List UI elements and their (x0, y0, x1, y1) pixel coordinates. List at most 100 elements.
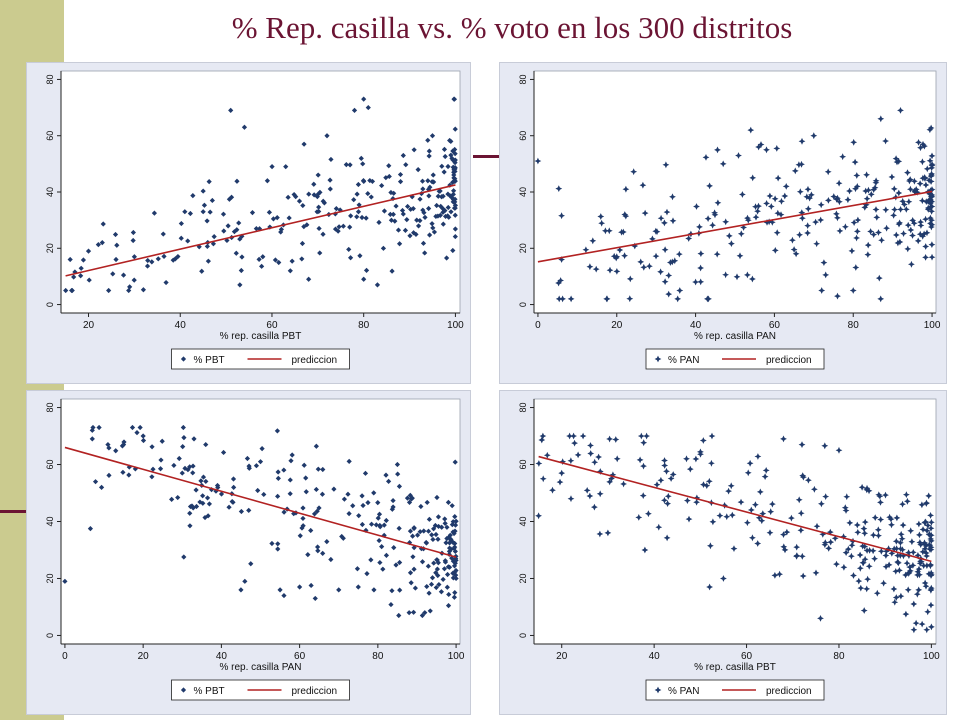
data-point (923, 499, 930, 507)
data-point (244, 455, 251, 462)
plot-area (60, 398, 461, 645)
data-point (653, 481, 661, 488)
data-point (928, 162, 936, 169)
data-point (237, 282, 243, 288)
data-point (120, 272, 127, 278)
data-point (918, 197, 926, 205)
data-point (928, 216, 935, 224)
data-point (355, 584, 361, 590)
data-point (912, 186, 920, 193)
data-point (368, 557, 374, 563)
data-point (98, 484, 105, 490)
data-point (822, 271, 830, 279)
data-point (763, 200, 770, 207)
data-point (400, 211, 406, 217)
data-point (579, 432, 587, 440)
data-point (641, 546, 649, 554)
y-tick-label: 60 (45, 131, 55, 141)
data-point (896, 238, 904, 246)
data-point (567, 495, 575, 503)
data-point (848, 552, 855, 560)
data-point (798, 209, 806, 216)
data-point (423, 540, 430, 546)
data-point (749, 534, 756, 542)
data-point (657, 214, 665, 222)
data-point (852, 264, 860, 271)
data-point (452, 202, 459, 208)
data-point (386, 163, 392, 169)
data-point (365, 190, 371, 197)
data-point (893, 514, 901, 522)
data-point (865, 186, 872, 194)
data-point (916, 230, 924, 238)
x-tick-label: 60 (266, 320, 278, 331)
scatter-panel-pbt-vs-casilla-pan: 0 20 40 60 80 0 20 40 60 80 100 % rep. casilla PAN%… (26, 390, 471, 715)
data-point (411, 147, 417, 153)
chart-svg: 0 20 40 60 80 0 20 40 60 80 100 % rep. casilla PAN%… (518, 70, 941, 370)
data-point (907, 226, 915, 234)
data-point (178, 235, 184, 241)
data-point (747, 126, 755, 134)
data-point (200, 188, 206, 194)
data-point (914, 571, 921, 579)
data-point (744, 469, 752, 477)
data-point (190, 193, 196, 199)
data-point (843, 493, 851, 501)
data-point (112, 231, 119, 238)
data-point (390, 504, 396, 510)
data-point (549, 486, 556, 494)
data-point (848, 247, 856, 255)
data-point (856, 564, 864, 572)
data-point (909, 549, 917, 556)
data-point (555, 279, 562, 287)
data-point (867, 228, 874, 235)
legend-label-series: % PBT (194, 686, 225, 697)
data-point (228, 194, 235, 200)
legend-marker (180, 687, 187, 693)
data-point (892, 537, 900, 545)
data-point (798, 137, 806, 145)
data-point (429, 221, 435, 227)
data-point (780, 543, 788, 551)
data-point (780, 435, 787, 443)
data-point (256, 256, 262, 263)
data-point (450, 539, 456, 545)
data-point (906, 177, 913, 185)
data-point (452, 178, 458, 185)
data-point (900, 552, 907, 560)
y-tick-label: 40 (518, 516, 528, 526)
data-point (415, 223, 422, 229)
scatter-panel-pan-vs-casilla-pan: 0 20 40 60 80 0 20 40 60 80 100 % rep. casilla PAN%… (499, 62, 947, 384)
data-point (675, 250, 683, 258)
data-point (916, 531, 923, 539)
chart-svg: 0 20 40 60 80 0 20 40 60 80 100 % rep. casilla PAN%… (45, 398, 465, 701)
data-point (791, 167, 799, 175)
data-point (428, 581, 435, 587)
data-point (927, 601, 935, 609)
data-point (619, 228, 627, 236)
data-point (810, 132, 818, 140)
data-point (421, 528, 427, 534)
y-tick-label: 0 (518, 633, 528, 638)
data-point (919, 548, 927, 556)
data-point (890, 585, 898, 593)
data-point (853, 183, 861, 190)
data-point (749, 275, 756, 283)
data-point (151, 210, 158, 216)
data-point (289, 258, 295, 264)
data-point (405, 203, 411, 210)
data-point (140, 287, 147, 293)
data-point (762, 467, 770, 474)
data-point (840, 563, 848, 571)
data-point (635, 514, 643, 521)
data-point (803, 193, 811, 201)
data-point (926, 126, 934, 134)
data-point (722, 271, 729, 279)
data-point (826, 528, 834, 536)
data-point (391, 545, 397, 551)
data-point (862, 201, 870, 209)
data-point (300, 523, 306, 529)
data-point (390, 211, 396, 217)
data-point (706, 182, 713, 190)
data-point (913, 188, 921, 196)
